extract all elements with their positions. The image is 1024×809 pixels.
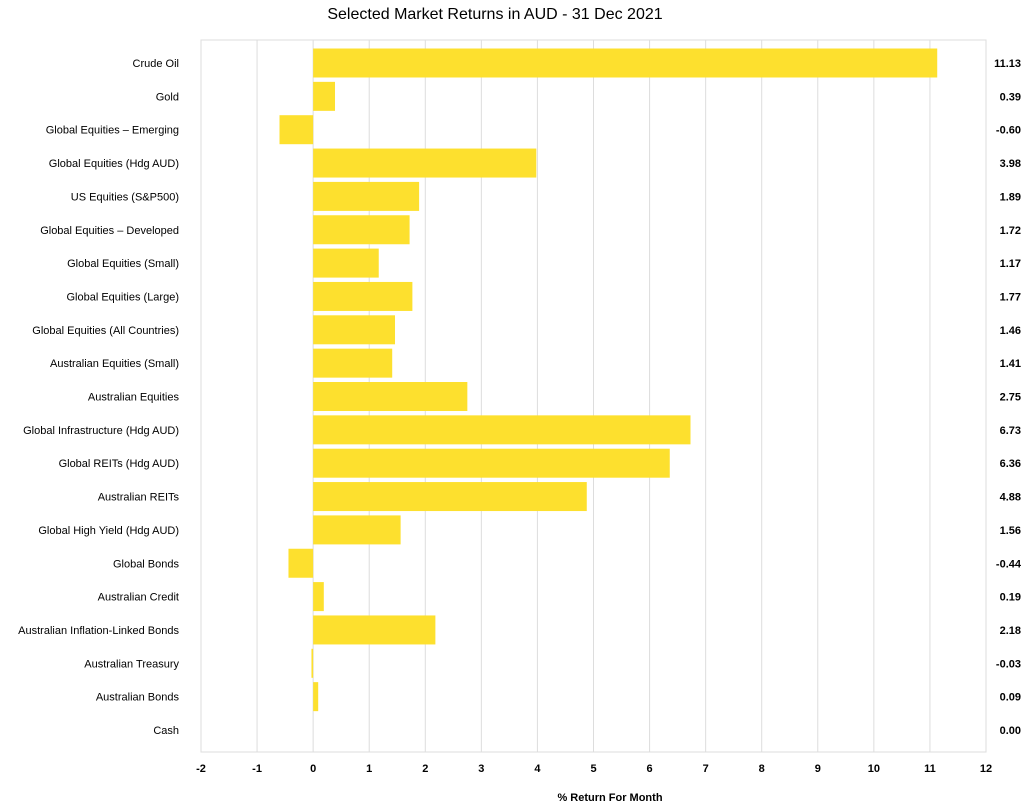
bar [313, 181, 420, 211]
x-tick-label: 5 [590, 763, 596, 775]
value-label: 1.17 [1000, 258, 1021, 270]
bar [313, 682, 319, 712]
value-label: -0.03 [996, 658, 1021, 670]
bar [313, 515, 401, 545]
x-tick-label: 7 [703, 763, 709, 775]
category-label: Australian Bonds [96, 692, 180, 704]
value-label: 0.00 [1000, 725, 1021, 737]
value-label: 6.36 [1000, 458, 1021, 470]
bar [313, 615, 436, 645]
category-label: Australian REITs [98, 492, 180, 504]
x-tick-label: 6 [647, 763, 653, 775]
value-label: 1.46 [1000, 325, 1021, 337]
category-label: Cash [153, 725, 179, 737]
category-label: Global Equities – Developed [40, 225, 179, 237]
x-axis-title: % Return For Month [557, 792, 663, 804]
x-tick-label: 9 [815, 763, 821, 775]
value-label: 2.18 [1000, 625, 1021, 637]
bar [313, 415, 691, 445]
x-tick-label: 3 [478, 763, 484, 775]
x-tick-label: -1 [252, 763, 262, 775]
bar [313, 81, 336, 111]
bar [313, 281, 413, 311]
bar [313, 148, 537, 178]
value-labels: 11.13 0.39 -0.60 3.98 1.89 1.72 1.17 1.77 1.46 1.… [994, 58, 1022, 737]
value-label: 4.88 [1000, 492, 1021, 504]
x-tick-label: 0 [310, 763, 316, 775]
chart-title: Selected Market Returns in AUD - 31 Dec … [327, 6, 663, 23]
category-label: Gold [156, 91, 179, 103]
value-label: 0.19 [1000, 592, 1021, 604]
category-label: Global Bonds [113, 558, 180, 570]
x-tick-label: 11 [924, 763, 936, 775]
category-label: Global Equities (Large) [66, 291, 179, 303]
category-label: Global Infrastructure (Hdg AUD) [23, 425, 179, 437]
category-label: Global Equities (Small) [67, 258, 179, 270]
category-label: Australian Inflation-Linked Bonds [18, 625, 179, 637]
value-label: 6.73 [1000, 425, 1021, 437]
value-label: 1.41 [1000, 358, 1021, 370]
bar [288, 548, 314, 578]
x-tick-label: 12 [980, 763, 992, 775]
value-label: -0.44 [996, 558, 1022, 570]
bar [313, 382, 468, 411]
x-tick-label: -2 [196, 763, 206, 775]
category-label: Australian Equities [88, 392, 180, 404]
category-label: Global Equities (Hdg AUD) [49, 158, 179, 170]
category-label: Global Equities (All Countries) [32, 325, 179, 337]
category-label: Crude Oil [133, 58, 179, 70]
x-tick-label: 2 [422, 763, 428, 775]
category-label: Global High Yield (Hdg AUD) [38, 525, 179, 537]
category-label: Australian Equities (Small) [50, 358, 179, 370]
value-label: 3.98 [1000, 158, 1021, 170]
bars [279, 48, 938, 712]
category-label: Australian Credit [98, 592, 179, 604]
bar [311, 648, 314, 678]
category-labels: Crude Oil Gold Global Equities – Emerging G… [18, 58, 179, 737]
bar [313, 248, 379, 278]
value-label: 1.72 [1000, 225, 1021, 237]
value-label: 11.13 [994, 58, 1021, 70]
x-tick-label: 1 [366, 763, 372, 775]
bar [313, 48, 938, 78]
value-label: -0.60 [996, 125, 1021, 137]
category-label: US Equities (S&P500) [71, 191, 179, 203]
bar [313, 315, 396, 345]
value-label: 1.89 [1000, 191, 1021, 203]
x-tick-labels: -2 -1 0 1 2 3 4 5 6 7 8 9 10 11 12 [196, 763, 992, 775]
category-label: Australian Treasury [84, 658, 179, 670]
x-tick-label: 4 [534, 763, 541, 775]
bar [313, 348, 393, 378]
bar [313, 215, 410, 245]
x-tick-label: 10 [868, 763, 880, 775]
bar [313, 482, 587, 512]
bar [313, 448, 670, 478]
bar [313, 582, 324, 612]
x-tick-label: 8 [759, 763, 765, 775]
value-label: 2.75 [1000, 392, 1021, 404]
category-label: Global REITs (Hdg AUD) [59, 458, 179, 470]
category-label: Global Equities – Emerging [46, 125, 179, 137]
bar [279, 115, 314, 145]
value-label: 0.39 [1000, 91, 1021, 103]
value-label: 1.77 [1000, 291, 1021, 303]
value-label: 0.09 [1000, 692, 1021, 704]
value-label: 1.56 [1000, 525, 1021, 537]
